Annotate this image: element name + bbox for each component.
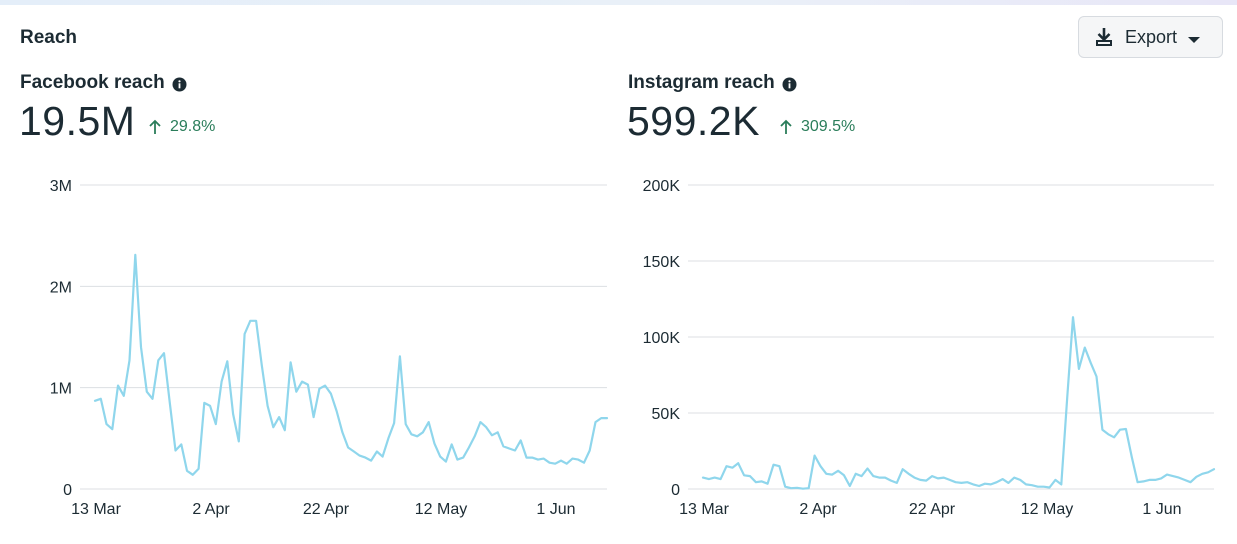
ig-reach-series-line xyxy=(701,316,1216,490)
facebook-reach-title: Facebook reach xyxy=(20,72,187,94)
ig-y-tick-label: 200K xyxy=(643,178,681,195)
facebook-reach-value: 19.5M xyxy=(19,98,136,144)
section-title: Reach xyxy=(20,27,78,48)
ig-y-tick-label: 50K xyxy=(652,406,681,423)
ig-x-tick-label: 13 Mar xyxy=(679,501,729,518)
fb-x-tick-label: 2 Apr xyxy=(192,501,230,518)
ig-y-tick-label: 150K xyxy=(643,254,681,271)
fb-x-tick-label: 22 Apr xyxy=(303,501,350,518)
facebook-reach-change: 29.8% xyxy=(148,118,215,136)
download-icon xyxy=(1095,27,1113,47)
instagram-change-text: 309.5% xyxy=(801,118,856,135)
export-label: Export xyxy=(1125,26,1178,47)
instagram-reach-title: Instagram reach xyxy=(628,72,797,94)
ig-y-tick-label: 0 xyxy=(671,482,680,499)
arrow-up-icon xyxy=(779,119,793,135)
facebook-reach-chart: 0 1M 2M 3M 13 Mar 2 Apr 22 Apr 12 May 1 Jun xyxy=(50,178,609,518)
info-icon[interactable] xyxy=(782,76,797,91)
ig-x-tick-label: 12 May xyxy=(1021,501,1073,518)
arrow-up-icon xyxy=(148,119,162,135)
info-icon[interactable] xyxy=(172,76,187,91)
instagram-reach-label: Instagram reach xyxy=(628,72,775,93)
ig-y-tick-label: 100K xyxy=(643,330,681,347)
fb-x-tick-label: 12 May xyxy=(415,501,467,518)
facebook-reach-label: Facebook reach xyxy=(20,72,165,93)
export-button[interactable]: Export xyxy=(1078,16,1223,58)
ig-x-tick-label: 22 Apr xyxy=(909,501,956,518)
ig-x-tick-label: 2 Apr xyxy=(799,501,837,518)
fb-y-tick-label: 0 xyxy=(63,482,72,499)
fb-reach-series-line xyxy=(93,253,609,476)
fb-x-tick-label: 1 Jun xyxy=(536,501,575,518)
instagram-reach-change: 309.5% xyxy=(779,118,855,136)
fb-x-tick-label: 13 Mar xyxy=(71,501,121,518)
fb-y-tick-label: 3M xyxy=(50,178,72,195)
instagram-reach-value: 599.2K xyxy=(627,98,760,144)
facebook-change-text: 29.8% xyxy=(170,118,216,135)
caret-down-icon xyxy=(1187,32,1201,43)
ig-x-tick-label: 1 Jun xyxy=(1142,501,1181,518)
fb-y-tick-label: 1M xyxy=(50,381,72,398)
fb-y-tick-label: 2M xyxy=(50,279,72,296)
top-strip xyxy=(0,0,1237,5)
